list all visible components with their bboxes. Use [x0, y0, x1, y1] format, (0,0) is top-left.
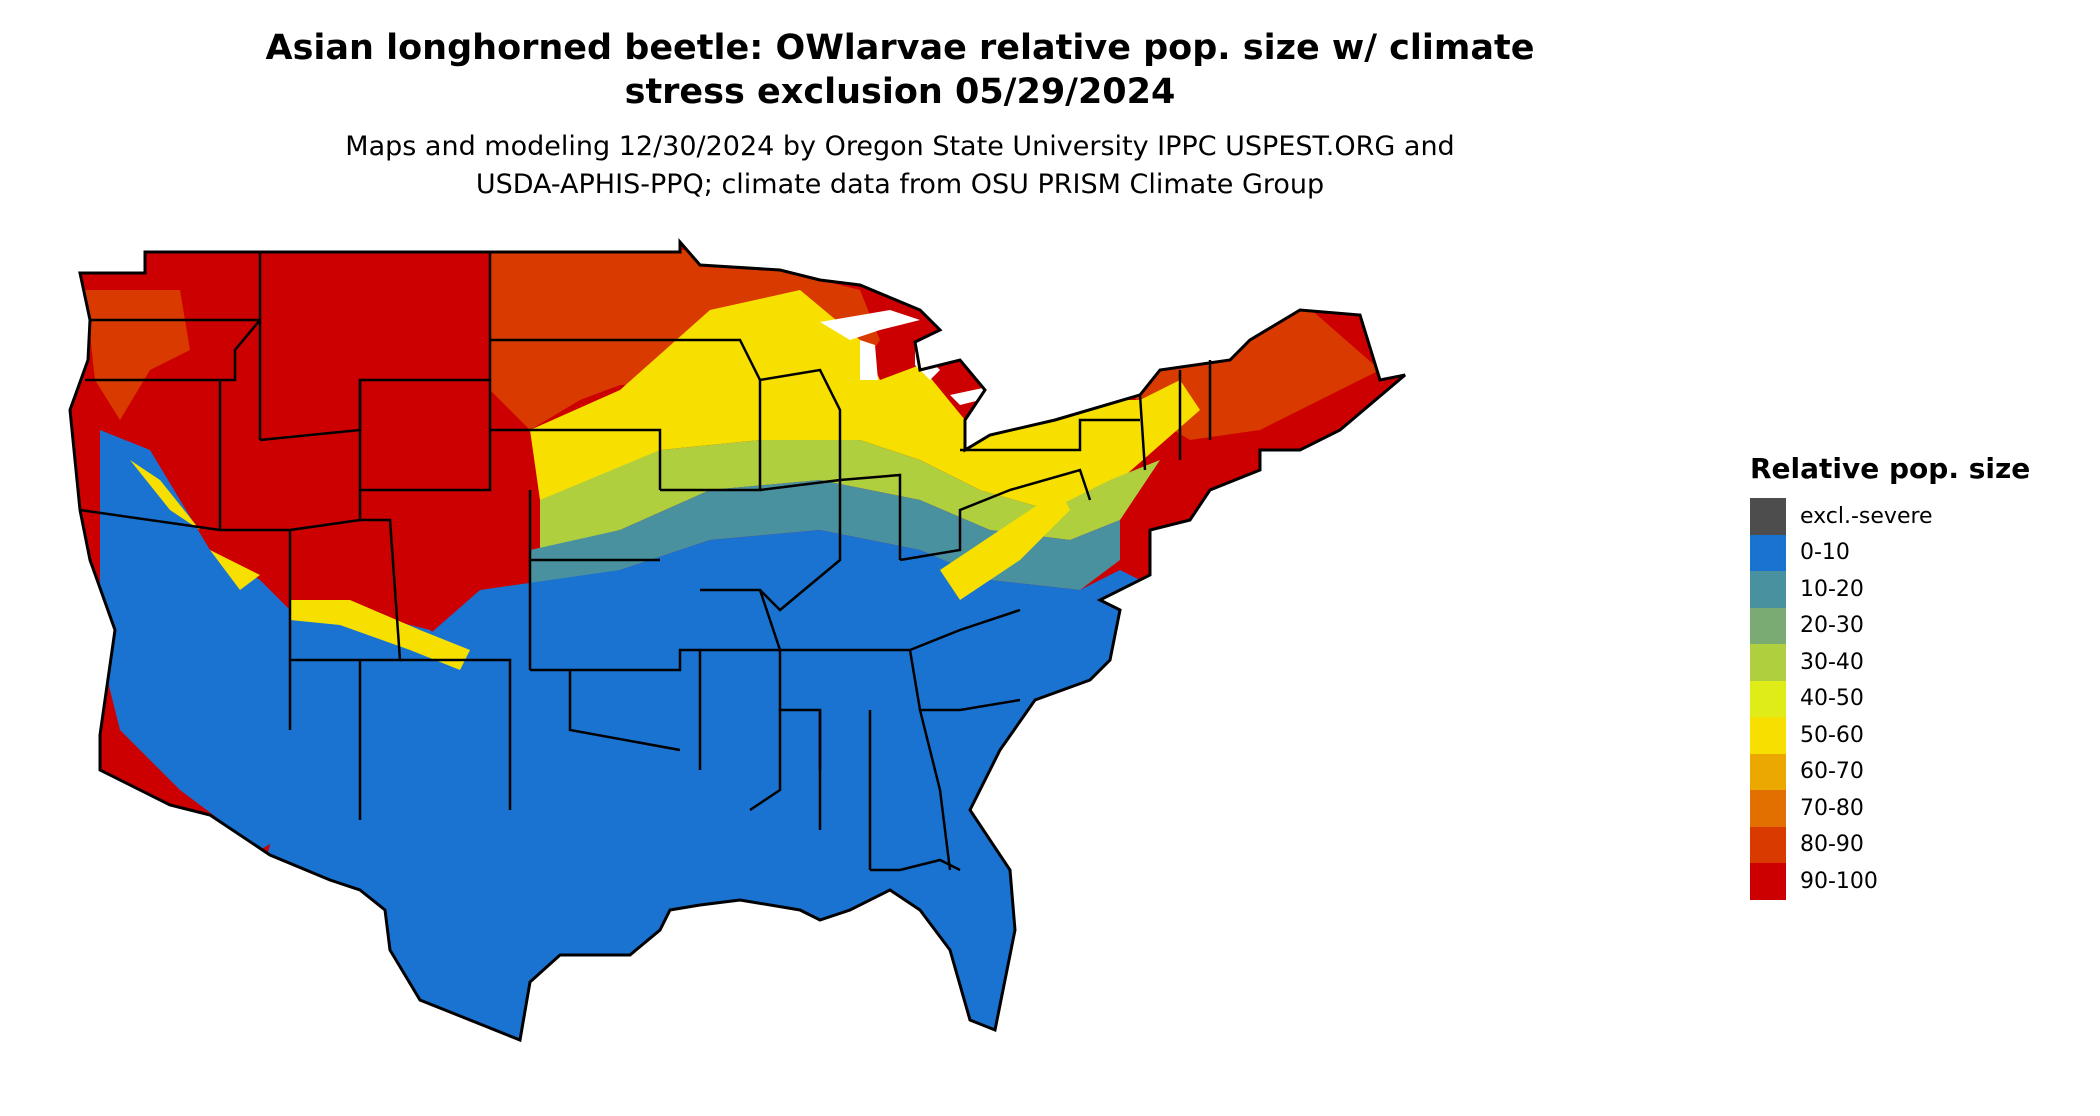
legend-label: 30-40 [1800, 649, 1864, 675]
zone-50-60 [530, 290, 1200, 510]
border-ky-tn-nc [780, 608, 1021, 712]
legend-item: 50-60 [1750, 717, 2080, 754]
legend-label: 40-50 [1800, 686, 1864, 712]
legend-label: excl.-severe [1800, 503, 1933, 529]
legend-swatch [1750, 498, 1786, 535]
legend-swatch [1750, 644, 1786, 681]
border-id [79, 252, 262, 532]
suitability-surface [70, 242, 1405, 1040]
map-title-line-1: Asian longhorned beetle: OWlarvae relati… [265, 28, 1535, 68]
border-new-england [1138, 360, 1212, 471]
legend-label: 80-90 [1800, 832, 1864, 858]
legend-item: 30-40 [1750, 644, 2080, 681]
legend-item: 70-80 [1750, 790, 2080, 827]
state-borders [79, 252, 1212, 872]
legend-items: excl.-severe 0-10 10-20 20-30 30-40 40-50 50-6… [1750, 498, 2080, 900]
legend-swatch [1750, 680, 1786, 717]
border-ms-al [749, 710, 872, 870]
legend-label: 60-70 [1800, 759, 1864, 785]
legend-label: 10-20 [1800, 576, 1864, 602]
border-ks-ok [528, 560, 702, 770]
zone-50-60-appalachia [940, 490, 1070, 600]
us-outline [68, 237, 1406, 1043]
legend-item: 20-30 [1750, 607, 2080, 644]
border-in-oh [839, 473, 1011, 562]
legend-item: 40-50 [1750, 680, 2080, 717]
border-wy [358, 380, 492, 492]
legend-item: 10-20 [1750, 571, 2080, 608]
border-pa-ny [960, 418, 1140, 501]
legend-swatch [1750, 826, 1786, 863]
map-title-line-2: stress exclusion 05/29/2024 [624, 72, 1176, 112]
map-subtitle: Maps and modeling 12/30/2024 by Oregon S… [120, 128, 1680, 204]
zone-30-40 [540, 440, 1160, 550]
border-mn-ia [660, 338, 762, 492]
zone-50-60-southwest [130, 460, 470, 670]
border-ga-fl [870, 709, 961, 872]
legend-label: 70-80 [1800, 795, 1864, 821]
legend-swatch [1750, 717, 1786, 754]
border-il-mo [700, 480, 842, 612]
map-subtitle-line-2: USDA-APHIS-PPQ; climate data from OSU PR… [475, 169, 1325, 200]
border-ut-co [288, 518, 402, 730]
border-az-nm [358, 658, 512, 820]
map-title: Asian longhorned beetle: OWlarvae relati… [120, 26, 1680, 114]
legend-label: 20-30 [1800, 613, 1864, 639]
legend-swatch [1750, 607, 1786, 644]
legend-item: 0-10 [1750, 534, 2080, 571]
legend-item: 60-70 [1750, 753, 2080, 790]
legend-swatch [1750, 571, 1786, 608]
legend-swatch [1750, 753, 1786, 790]
legend-item: excl.-severe [1750, 498, 2080, 535]
us-map [68, 237, 1406, 1043]
border-wi [759, 368, 842, 492]
legend-item: 80-90 [1750, 826, 2080, 863]
legend-swatch [1750, 790, 1786, 827]
legend-item: 90-100 [1750, 863, 2080, 900]
legend-label: 90-100 [1800, 868, 1878, 894]
border-mt-wy [259, 252, 492, 442]
legend-swatch [1750, 534, 1786, 571]
lake-huron [915, 345, 940, 380]
zone-80-90-pacific [85, 290, 190, 420]
legend-swatch [1750, 863, 1786, 900]
map-subtitle-line-1: Maps and modeling 12/30/2024 by Oregon S… [345, 131, 1455, 162]
lake-michigan [860, 340, 878, 380]
lake-superior [820, 310, 920, 340]
map-legend: Relative pop. size excl.-severe 0-10 10-20… [1750, 452, 2080, 900]
legend-label: 50-60 [1800, 722, 1864, 748]
legend-title: Relative pop. size [1750, 452, 2031, 485]
border-wa-or [85, 318, 261, 382]
legend-label: 0-10 [1800, 540, 1850, 566]
